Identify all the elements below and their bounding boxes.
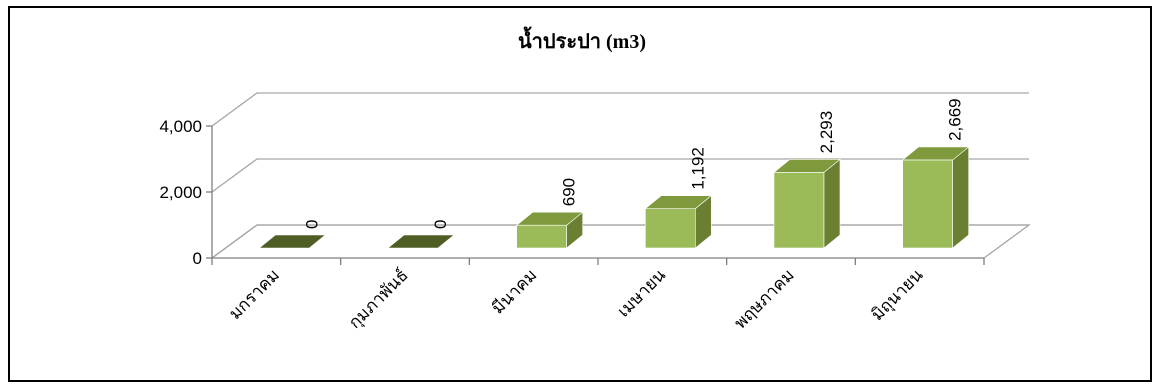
- y-tick-label: 0: [193, 249, 202, 268]
- chart-title: น้ำประปา (m3): [518, 26, 646, 53]
- grid-layer: [211, 92, 1031, 259]
- bar: [387, 234, 455, 249]
- chart-svg: น้ำประปา (m3) 0 2,000 4,000 0 0 690 1,192 2,29…: [159, 26, 1031, 333]
- y-axis-ticks: 0 2,000 4,000: [159, 117, 213, 268]
- category-labels: มกราคม กุมภาพันธ์ มีนาคม เมษายน พฤษภาคม มิถุน…: [225, 265, 927, 333]
- category-label: มีนาคม: [488, 265, 540, 317]
- bar-top: [515, 211, 584, 226]
- bar: [644, 195, 713, 249]
- data-label: 0: [302, 220, 321, 229]
- bar-front: [516, 224, 567, 249]
- data-label: 2,669: [946, 98, 965, 141]
- data-labels: 0 0 690 1,192 2,293 2,669: [302, 98, 964, 229]
- bar-front: [773, 172, 825, 249]
- category-label: เมษายน: [614, 265, 670, 321]
- bar-side: [823, 158, 841, 249]
- bar: [901, 146, 970, 249]
- category-label: พฤษภาคม: [731, 265, 798, 332]
- bar: [515, 211, 584, 249]
- chart-frame: น้ำประปา (m3) 0 2,000 4,000 0 0 690 1,192 2,29…: [8, 6, 1152, 382]
- bar-front: [645, 208, 696, 249]
- bar-front: [902, 159, 953, 249]
- category-label: กุมภาพันธ์: [345, 265, 413, 333]
- gridline: [211, 92, 1029, 127]
- bar-zero-top: [387, 234, 455, 249]
- data-label: 1,192: [688, 147, 707, 190]
- bar-top: [773, 159, 841, 173]
- category-label: มกราคม: [225, 265, 283, 323]
- data-label: 2,293: [817, 111, 836, 154]
- bar-top: [644, 195, 713, 209]
- category-label: มิถุนายน: [868, 265, 928, 325]
- bar: [773, 158, 841, 249]
- bar-zero-top: [258, 234, 327, 249]
- gridline: [211, 224, 1029, 259]
- data-label: 690: [560, 178, 579, 206]
- bar-side: [952, 146, 969, 249]
- data-label: 0: [431, 220, 450, 229]
- bar: [258, 234, 327, 249]
- bar-top: [901, 146, 970, 161]
- x-axis: [211, 257, 985, 265]
- bars: [258, 146, 970, 249]
- y-tick-label: 4,000: [159, 117, 202, 136]
- gridline: [211, 158, 1029, 193]
- y-tick-label: 2,000: [159, 183, 202, 202]
